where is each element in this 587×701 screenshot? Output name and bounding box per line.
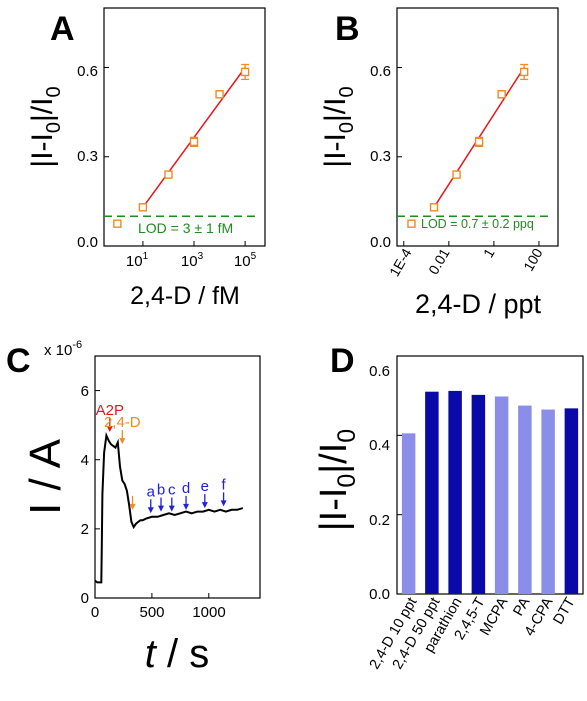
panel-c-arrowhead <box>158 505 164 512</box>
panel-c-multiplier: x 10-6 <box>44 339 82 359</box>
panel-c-ytick-label: 0 <box>81 590 89 607</box>
panel-d-xticks: 2,4-D 10 ppt 2,4-D 50 ppt parathion 2,4,… <box>367 595 579 672</box>
panel-b-data-point <box>452 170 461 179</box>
panel-d-bar <box>494 396 509 594</box>
panel-c-arrowhead <box>129 503 136 510</box>
panel-a-lod-text: LOD = 3 ± 1 fM <box>138 220 233 236</box>
panel-c: C x 10-6 0 2 4 6 0 500 1000 t / s I / A … <box>6 339 261 676</box>
panel-c-arrowhead <box>201 502 208 509</box>
panel-b-lod-text: LOD = 0.7 ± 0.2 ppq <box>421 217 534 231</box>
panel-c-plot <box>95 431 244 584</box>
panel-b-xlabel: 2,4-D / ppt <box>415 289 542 319</box>
panel-b-ytick-label: 0.6 <box>370 63 391 80</box>
panel-c-xlabel: t / s <box>145 632 209 676</box>
panel-b-xtick-label: 1 <box>480 245 498 260</box>
panel-c-ylabel: I / A <box>21 438 70 514</box>
panel-c-arrowhead <box>119 438 126 445</box>
panel-d-ytick-label: 0.4 <box>369 437 390 454</box>
panel-c-xticks: 0 500 1000 <box>91 604 226 621</box>
panel-c-current-trace <box>95 431 244 584</box>
panel-d-bar <box>425 391 439 594</box>
panel-b-ylabel: |I-I0|/I0 <box>319 86 358 167</box>
panel-b-xtick-label: 0.01 <box>425 245 453 277</box>
panel-c-xtick-label: 1000 <box>192 604 225 621</box>
panel-d-bar <box>541 409 555 594</box>
panel-a-xticks: 101 103 105 <box>126 251 257 270</box>
panel-a-ytick-label: 0.0 <box>77 234 98 251</box>
panel-b-yticks: 0.0 0.3 0.6 <box>370 63 391 251</box>
panel-c-annotation-label: A2P <box>96 402 124 419</box>
panel-d-ytick-label: 0.6 <box>369 363 390 380</box>
panel-a: A 0.0 0.3 0.6 101 103 105 2,4-D / fM |I-… <box>26 7 266 310</box>
panel-c-xtick-label: 500 <box>139 604 164 621</box>
panel-c-label: C <box>6 342 31 380</box>
panel-b-frame <box>396 7 559 247</box>
panel-b-xticks: 1E-4 0.01 1 100 <box>386 245 546 279</box>
panel-c-annotation-label: b <box>157 482 165 499</box>
panel-b-data-point <box>474 137 484 147</box>
panel-a-label: A <box>50 10 75 48</box>
panel-b-plot <box>397 63 550 228</box>
panel-b-data-point <box>497 90 506 99</box>
panel-a-frame <box>103 7 266 247</box>
panel-c-yticks: 0 2 4 6 <box>81 383 89 607</box>
panel-c-annotation-label: c <box>168 482 176 499</box>
panel-c-ytick-label: 6 <box>81 383 89 400</box>
panel-a-xtick-label: 105 <box>234 251 257 270</box>
panel-c-arrowhead <box>106 426 113 433</box>
panel-b-ytick-label: 0.0 <box>370 234 391 251</box>
panel-c-annotation-label: a <box>147 483 156 500</box>
panel-d-bar <box>471 394 486 594</box>
panel-b-label: B <box>335 10 360 48</box>
panel-a-xtick-label: 101 <box>126 251 149 270</box>
panel-c-frame <box>94 355 261 599</box>
panel-a-ylabel: |I-I0|/I0 <box>26 86 65 167</box>
panel-b-ytick-label: 0.3 <box>370 148 391 165</box>
panel-d-bar <box>564 408 579 594</box>
panel-a-data-point <box>113 219 122 228</box>
panel-a-data-point <box>240 67 250 77</box>
panel-a-plot <box>104 63 257 228</box>
panel-d-bar <box>448 390 462 594</box>
panel-a-yticks: 0.0 0.3 0.6 <box>77 63 98 251</box>
panel-a-xtick-label: 103 <box>181 251 204 270</box>
panel-c-arrowhead <box>220 500 227 507</box>
panel-b: B 0.0 0.3 0.6 1E-4 0.01 1 100 2,4-D / pp… <box>319 7 559 319</box>
panel-b-data-point <box>429 203 439 212</box>
panel-a-ytick-label: 0.6 <box>77 63 98 80</box>
panel-d-frame <box>396 355 584 595</box>
panel-d-yticks: 0.0 0.2 0.4 0.6 <box>369 363 390 603</box>
panel-d-plot <box>401 390 579 594</box>
panel-a-data-point <box>138 203 148 212</box>
panel-d-ytick-label: 0.0 <box>369 586 390 603</box>
panel-d-bar <box>518 405 532 594</box>
panel-d-bar <box>401 433 416 594</box>
panel-c-arrowhead <box>147 507 154 514</box>
panel-b-data-point <box>519 67 529 77</box>
panel-a-data-point <box>164 170 173 179</box>
panel-c-ytick-label: 2 <box>81 521 89 538</box>
panel-a-ytick-label: 0.3 <box>77 148 98 165</box>
panel-c-arrowhead <box>183 503 190 510</box>
panel-d: D 0.0 0.2 0.4 0.6 |I-I0|/I0 2,4-D 10 ppt… <box>313 342 584 672</box>
panel-c-ytick-label: 4 <box>81 452 89 469</box>
panel-c-annotation-label: 2,4-D <box>104 414 141 431</box>
panel-b-xtick-label: 100 <box>520 245 546 273</box>
panel-c-annotation-label: e <box>201 478 209 495</box>
panel-c-xtick-label: 0 <box>91 604 99 621</box>
panel-a-xlabel: 2,4-D / fM <box>130 282 240 310</box>
panel-d-xtick-label: DTT <box>551 595 579 628</box>
panel-a-data-point <box>215 90 224 99</box>
panel-c-annotation-label: f <box>222 476 227 493</box>
panel-c-annotation-label: d <box>182 480 190 497</box>
panel-d-ylabel: |I-I0|/I0 <box>313 429 361 531</box>
panel-c-arrowhead <box>168 505 175 512</box>
panel-d-ytick-label: 0.2 <box>369 512 390 529</box>
panel-b-data-point <box>407 219 416 228</box>
panel-d-label: D <box>330 342 355 380</box>
panel-a-data-point <box>189 137 199 147</box>
